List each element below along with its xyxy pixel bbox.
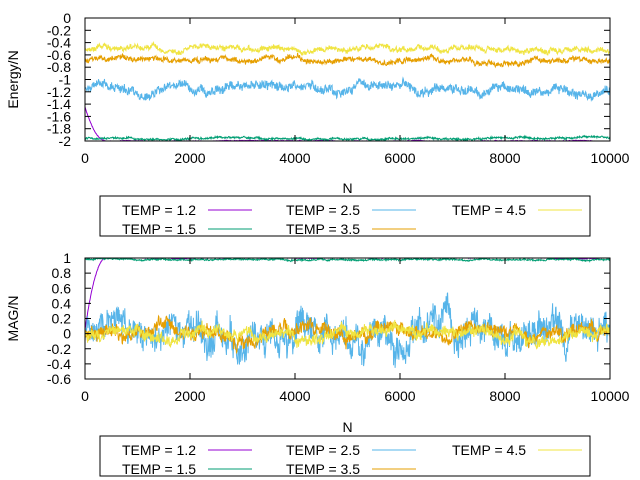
y-tick-label: -0.4 [47,356,71,372]
y-tick-label: -1.6 [47,108,71,124]
legend-label: TEMP = 3.5 [286,221,360,237]
legend-entry: TEMP = 2.5 [286,202,416,218]
legend-entry: TEMP = 1.5 [122,221,252,237]
legend-box [99,195,591,237]
y-tick-label: 0.4 [52,295,72,311]
y-tick-label: 0 [63,326,71,342]
y-tick-label: -1.8 [47,121,71,137]
series-line-4-5 [85,40,610,56]
y-tick-label: 0.6 [52,280,72,296]
legend-entry: TEMP = 1.2 [122,202,252,218]
y-tick-label: -1.2 [47,84,71,100]
legend-label: TEMP = 1.5 [122,221,196,237]
y-tick-label: -0.2 [47,22,71,38]
series-line-1-5 [85,258,610,263]
legend-label: TEMP = 1.2 [122,202,196,218]
y-tick-label: -0.6 [47,47,71,63]
legend-entry: TEMP = 1.2 [122,442,252,458]
series-line-3-5 [85,52,610,69]
y-tick-label: 0.8 [52,265,72,281]
y-tick-label: -1 [59,72,72,88]
x-tick-label: 2000 [174,388,205,404]
legend-entry: TEMP = 3.5 [286,461,416,477]
x-tick-label: 0 [81,150,89,166]
x-tick-label: 8000 [489,150,520,166]
x-tick-label: 8000 [489,388,520,404]
y-axis-label: Energy/N [5,50,21,108]
series-line-1-5 [85,134,610,141]
plot-frame [84,17,611,142]
y-tick-label: -1.4 [47,96,71,112]
series-line-2-5 [85,76,610,102]
x-axis-label: N [342,180,352,196]
series-line-2-5 [85,292,610,368]
legend-entry: TEMP = 4.5 [452,442,582,458]
x-tick-label: 4000 [279,150,310,166]
legend-entry: TEMP = 2.5 [286,442,416,458]
magnetization-panel: 0 2000 4000 6000 8000 1000010.80.60.40.20-0.2… [5,250,630,477]
y-tick-label: -0.4 [47,35,71,51]
y-axis-label: MAG/N [5,296,21,342]
legend-entry: TEMP = 4.5 [452,202,582,218]
x-tick-label: 6000 [384,150,415,166]
x-tick-label: 4000 [279,388,310,404]
y-tick-label: 0 [63,10,71,26]
legend-label: TEMP = 4.5 [452,442,526,458]
series-line-4-5 [85,319,610,350]
legend-box [99,435,591,477]
legend-label: TEMP = 1.5 [122,461,196,477]
legend-entry: TEMP = 1.5 [122,461,252,477]
y-tick-label: -2 [59,133,72,149]
x-tick-label: 10000 [591,388,630,404]
x-tick-label: 0 [81,388,89,404]
y-tick-label: -0.8 [47,59,71,75]
x-tick-label: 10000 [591,150,630,166]
series-line-1-2 [85,106,610,141]
legend-label: TEMP = 3.5 [286,461,360,477]
x-axis-label: N [342,419,352,435]
x-tick-label: 6000 [384,388,415,404]
energy-panel: 0 2000 4000 6000 8000 100000-0.2-0.4-0.6-0.8-… [5,10,630,237]
y-tick-label: 1 [63,250,71,266]
legend-label: TEMP = 4.5 [452,202,526,218]
legend-entry: TEMP = 3.5 [286,221,416,237]
legend-label: TEMP = 2.5 [286,202,360,218]
x-tick-label: 2000 [174,150,205,166]
series-line-1-2 [85,258,610,330]
legend-label: TEMP = 2.5 [286,442,360,458]
legend-label: TEMP = 1.2 [122,442,196,458]
y-tick-label: -0.2 [47,341,71,357]
y-tick-label: 0.2 [52,311,72,327]
plot-frame [84,257,611,380]
y-tick-label: -0.6 [47,371,71,387]
